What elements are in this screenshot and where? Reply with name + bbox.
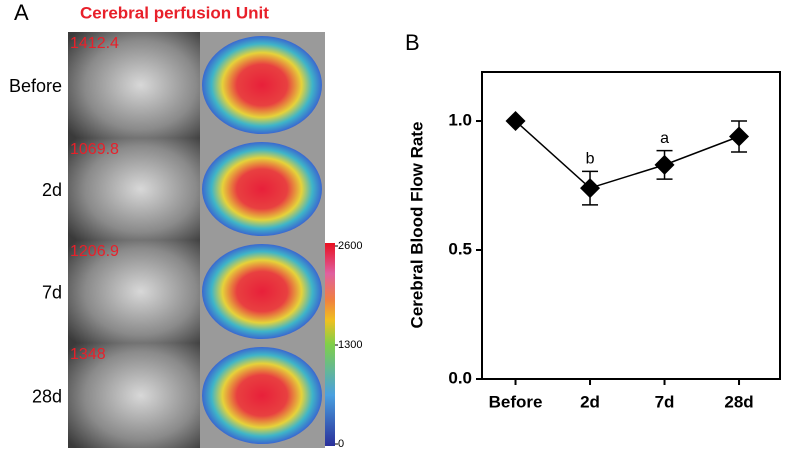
perfusion-value: 1348 <box>70 346 106 363</box>
perfusion-map <box>202 142 322 236</box>
row-label: Before <box>9 76 62 96</box>
perfusion-value: 1412.4 <box>70 35 119 52</box>
panel-label: A <box>14 0 29 25</box>
row-label: 28d <box>32 386 62 406</box>
colorbar-tick-label: 0 <box>338 438 344 450</box>
perfusion-value: 1206.9 <box>70 243 119 260</box>
y-tick-label: 0.0 <box>448 368 472 387</box>
x-tick-label: Before <box>489 392 543 411</box>
x-tick-label: 7d <box>655 392 675 411</box>
annotation: b <box>586 151 595 168</box>
panel-label: B <box>405 30 420 55</box>
x-tick-label: 28d <box>724 392 753 411</box>
perfusion-value: 1069.8 <box>70 141 119 158</box>
colorbar-tick-label: 1300 <box>338 339 362 351</box>
y-axis-label: Cerebral Blood Flow Rate <box>407 122 426 329</box>
marker <box>729 126 750 147</box>
colorbar-tick-label: 2600 <box>338 240 362 252</box>
photo <box>68 138 200 240</box>
panel-title: Cerebral perfusion Unit <box>80 3 269 22</box>
photo <box>68 240 200 343</box>
y-tick-label: 0.5 <box>448 239 472 258</box>
data-line <box>515 120 740 189</box>
y-tick-label: 1.0 <box>448 111 472 130</box>
marker <box>654 154 675 175</box>
annotation: a <box>660 130 669 147</box>
colorbar <box>325 243 335 446</box>
row-label: 7d <box>42 282 62 302</box>
perfusion-map <box>202 36 322 134</box>
photo <box>68 343 200 448</box>
photo <box>68 32 200 138</box>
plot-frame <box>481 71 781 380</box>
marker <box>505 111 526 132</box>
x-tick-label: 2d <box>580 392 600 411</box>
perfusion-map <box>202 244 322 339</box>
perfusion-map <box>202 347 322 444</box>
marker <box>580 178 601 199</box>
row-label: 2d <box>42 180 62 200</box>
